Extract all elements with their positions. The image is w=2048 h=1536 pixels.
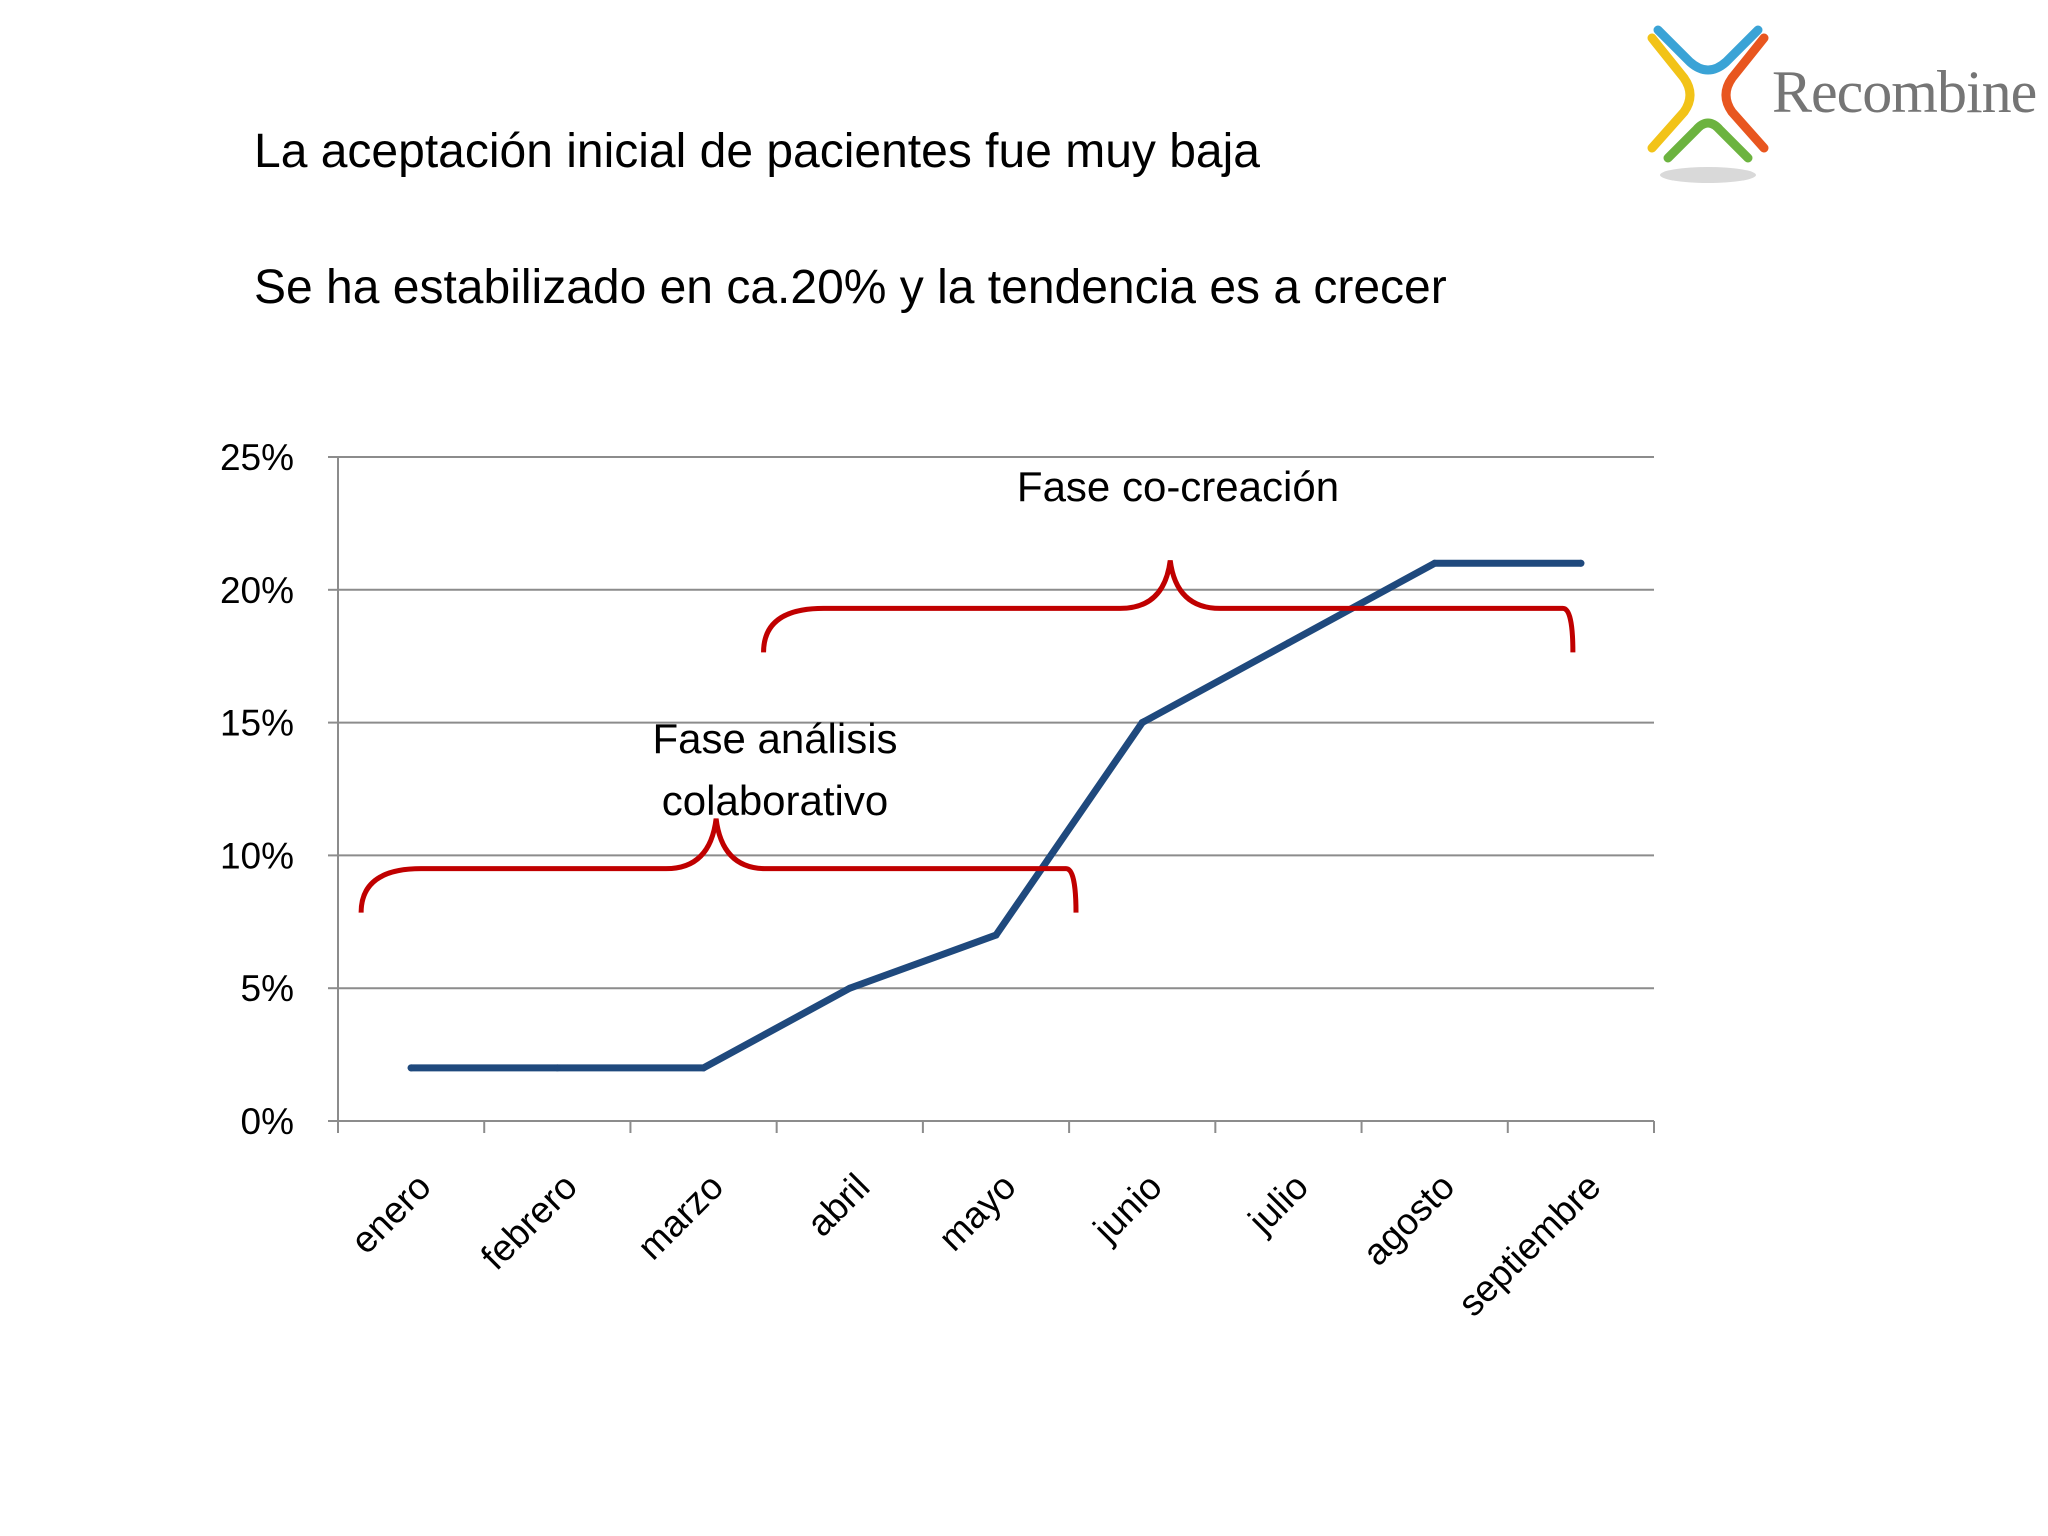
logo-wordmark: Recombine bbox=[1772, 59, 2037, 125]
data-point bbox=[1284, 639, 1292, 647]
y-tick-label: 15% bbox=[220, 703, 294, 744]
data-point bbox=[407, 1064, 415, 1072]
y-tick-label: 10% bbox=[220, 835, 294, 876]
data-point bbox=[1431, 559, 1439, 567]
annotation-brace bbox=[761, 560, 1576, 653]
data-point bbox=[700, 1064, 708, 1072]
x-tick-label: mayo bbox=[931, 1166, 1024, 1259]
y-tick-label: 0% bbox=[241, 1101, 294, 1142]
x-tick-label: abril bbox=[799, 1166, 877, 1244]
data-point bbox=[846, 984, 854, 992]
x-tick-label: enero bbox=[343, 1166, 439, 1262]
x-tick-label: agosto bbox=[1355, 1166, 1463, 1274]
x-tick-label: junio bbox=[1085, 1166, 1170, 1251]
y-tick-label: 20% bbox=[220, 570, 294, 611]
data-point bbox=[1577, 559, 1585, 567]
slide-subtitle: Se ha estabilizado en ca.20% y la tenden… bbox=[254, 261, 1447, 314]
annotation-label: colaborativo bbox=[662, 777, 888, 824]
annotation-label: Fase co-creación bbox=[1017, 463, 1339, 510]
y-tick-label: 25% bbox=[220, 437, 294, 478]
recombine-logo bbox=[1640, 20, 2040, 195]
x-tick-label: marzo bbox=[630, 1166, 732, 1268]
x-tick-label: septiembre bbox=[1450, 1166, 1608, 1324]
x-tick-label: julio bbox=[1240, 1166, 1316, 1242]
recombine-logo-icon bbox=[1647, 25, 1769, 183]
data-point bbox=[992, 931, 1000, 939]
annotation-brace bbox=[358, 818, 1079, 913]
series-line bbox=[407, 559, 1585, 1072]
annotation-label: Fase análisis bbox=[652, 715, 897, 762]
slide-title: La aceptación inicial de pacientes fue m… bbox=[254, 125, 1260, 178]
data-point bbox=[1138, 719, 1146, 727]
x-tick-label: febrero bbox=[473, 1166, 585, 1278]
y-tick-label: 5% bbox=[241, 968, 294, 1009]
data-point bbox=[553, 1064, 561, 1072]
